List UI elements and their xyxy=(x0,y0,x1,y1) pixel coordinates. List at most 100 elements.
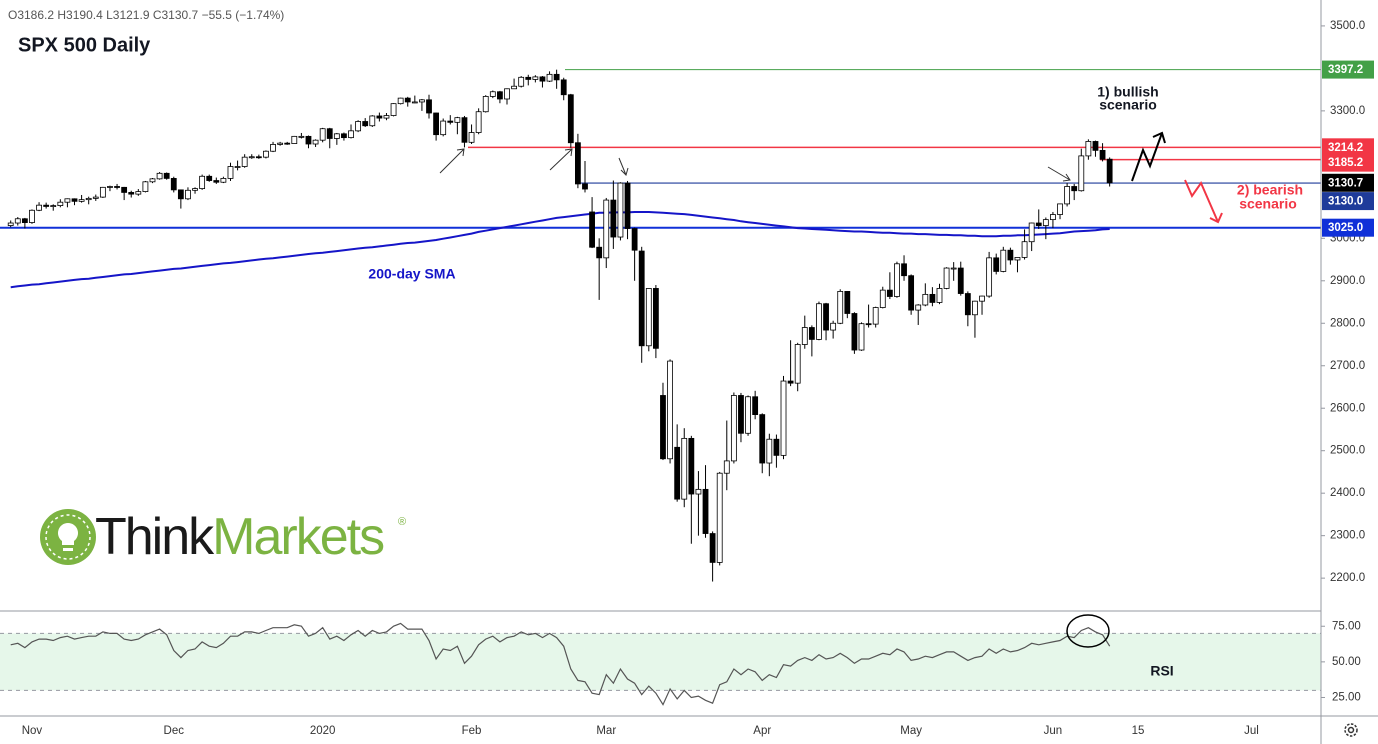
candle-body xyxy=(135,191,142,195)
candle-body xyxy=(723,460,730,474)
level-tag-label: 3397.2 xyxy=(1328,64,1363,76)
y-tick-label: 2500.0 xyxy=(1330,445,1365,457)
candle-body xyxy=(475,111,482,133)
y-tick-label: 2400.0 xyxy=(1330,487,1365,499)
logo-registered: ® xyxy=(398,516,406,528)
candle-body xyxy=(369,115,376,127)
candle-body xyxy=(43,204,50,207)
settings-icon[interactable] xyxy=(1344,723,1358,737)
chart-title: SPX 500 Daily xyxy=(18,34,151,56)
candle-body xyxy=(716,472,723,563)
x-tick-label: 2020 xyxy=(310,725,336,737)
candle-body xyxy=(220,178,227,183)
candle-body xyxy=(929,293,936,303)
candle-body xyxy=(263,150,269,158)
candle-body xyxy=(950,267,957,270)
candle-body xyxy=(433,112,440,136)
candle-body xyxy=(50,205,57,207)
candle-body xyxy=(85,197,92,201)
candle-body xyxy=(936,288,943,303)
candle-body xyxy=(121,186,128,193)
candle-body xyxy=(227,166,234,179)
candle-body xyxy=(326,128,333,139)
candle-body xyxy=(1092,141,1099,151)
candle-body xyxy=(518,76,525,87)
candle-body xyxy=(631,228,638,251)
candle-body xyxy=(858,323,865,351)
candle-body xyxy=(383,115,390,119)
candle-body xyxy=(546,73,553,82)
candle-body xyxy=(255,156,262,159)
candle-body xyxy=(702,488,709,534)
candle-body xyxy=(107,186,113,188)
candle-body xyxy=(1106,158,1113,184)
logo-ring xyxy=(45,514,91,560)
x-tick-label: Feb xyxy=(462,725,482,737)
y-tick-label: 3500.0 xyxy=(1330,20,1365,32)
candle-body xyxy=(1057,203,1063,215)
plot xyxy=(0,69,1321,582)
candle-body xyxy=(248,156,255,159)
candle-body xyxy=(957,267,964,294)
candle-body xyxy=(14,218,21,224)
bearish-label: scenario xyxy=(1239,196,1297,212)
candle-body xyxy=(901,263,907,277)
candle-body xyxy=(922,293,929,306)
candle-body xyxy=(773,438,780,456)
candle-body xyxy=(1035,222,1042,226)
logo-bulb xyxy=(57,523,79,551)
candle-body xyxy=(447,120,454,123)
candle-body xyxy=(808,327,815,340)
gear-outer[interactable] xyxy=(1344,723,1358,737)
level-tag xyxy=(1322,153,1374,172)
candle-body xyxy=(411,101,418,104)
sma-label: 200-day SMA xyxy=(368,266,455,282)
candle-body xyxy=(1085,141,1092,157)
candle-body xyxy=(638,250,645,347)
y-tick-label: 3300.0 xyxy=(1330,105,1365,117)
candle-body xyxy=(511,85,517,90)
candle-body xyxy=(461,117,468,143)
x-tick-label: Dec xyxy=(164,725,185,737)
candle-body xyxy=(908,275,915,311)
candle-body xyxy=(497,91,503,100)
y-tick-label: 2600.0 xyxy=(1330,402,1365,414)
candle-body xyxy=(915,304,922,311)
candle-body xyxy=(29,209,35,223)
candle-body xyxy=(36,204,42,211)
level-tag xyxy=(1322,192,1374,211)
candle-body xyxy=(525,76,532,80)
candle-body xyxy=(482,96,489,113)
candle-body xyxy=(575,142,581,185)
candle-body xyxy=(1028,222,1035,243)
candle-body xyxy=(390,103,397,116)
candle-body xyxy=(645,288,652,347)
candle-body xyxy=(617,182,624,238)
candle-body xyxy=(730,395,737,462)
rsi-peak-circle xyxy=(1066,614,1110,648)
candle-body xyxy=(844,291,851,314)
arrow xyxy=(549,148,573,171)
candle-body xyxy=(454,117,461,123)
candle-body xyxy=(277,142,284,145)
candle-body xyxy=(837,291,844,324)
level-tag-label: 3130.7 xyxy=(1328,177,1363,189)
candle-body xyxy=(816,303,822,340)
sma-line xyxy=(10,211,1110,289)
candle-body xyxy=(298,135,305,138)
candle-body xyxy=(177,189,184,200)
candle-body xyxy=(865,323,872,326)
candle-body xyxy=(610,199,617,238)
candle-body xyxy=(305,135,312,145)
candle-body xyxy=(241,156,248,167)
y-tick-label: 2200.0 xyxy=(1330,572,1365,584)
candle-body xyxy=(57,201,64,206)
candle-body xyxy=(681,437,688,500)
gear-inner[interactable] xyxy=(1347,726,1355,734)
price-tags: 3500.03300.03000.02900.02800.02700.02600… xyxy=(22,20,1374,737)
candle-body xyxy=(567,94,574,144)
candle-body xyxy=(1071,186,1078,192)
header-low: L3121.9 xyxy=(106,8,150,22)
bullish-arrow xyxy=(1131,131,1166,182)
